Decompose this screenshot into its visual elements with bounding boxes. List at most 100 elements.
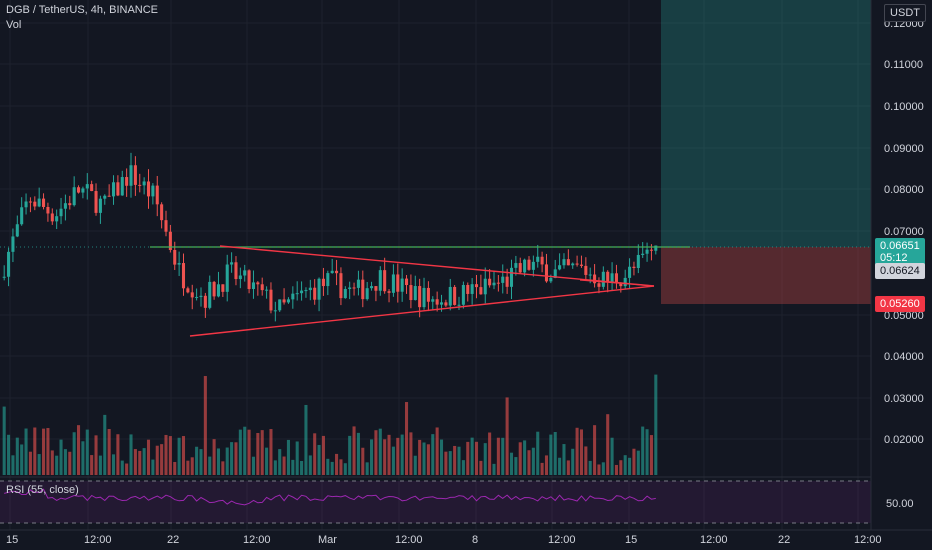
volume-bar [645,429,649,475]
candle-body [11,236,15,252]
candle-body [426,287,430,302]
volume-bar [566,460,570,475]
candle-body [492,282,496,286]
volume-bar [291,459,295,475]
candle-body [474,284,479,288]
candle-body [496,282,500,284]
symbol-legend[interactable]: DGB / TetherUS, 4h, BINANCE [6,4,159,16]
candle-body [505,276,509,287]
candle-body [509,267,514,287]
current-price-badge: 0.06651 05:12 [875,238,925,266]
candle-body [308,287,312,291]
candle-body [59,208,63,217]
candle-body [601,271,605,287]
volume-bar [588,460,592,475]
volume-bar [553,431,557,475]
candle-body [435,299,439,305]
candle-body [133,165,137,185]
candle-body [553,269,557,278]
triangle-upper-line[interactable] [219,245,655,287]
volume-bar [439,439,444,475]
candle-body [195,296,199,298]
volume-bar [94,435,98,475]
volume-bar [496,437,500,475]
candle-body [606,271,610,282]
volume-bar [177,437,181,475]
candle-body [72,187,76,206]
volume-bar [431,434,435,475]
volume-bar [470,437,474,475]
candle-body [645,249,649,254]
candle-body [479,287,483,295]
price-tick-label: 0.10000 [884,101,924,113]
candle-body [352,287,356,289]
volume-bar [308,455,312,475]
candle-body [405,278,409,286]
volume-bar [129,434,133,475]
currency-button[interactable]: USDT [884,4,926,22]
volume-bar [168,436,172,475]
candle-body [190,292,194,298]
volume-bar [628,457,632,475]
volume-bar [335,453,339,475]
volume-bar [457,446,461,475]
volume-bar [15,437,19,475]
candle-body [343,289,347,299]
volume-bar [216,448,221,475]
candle-body [593,274,597,284]
volume-bar [505,397,509,475]
volume-bars [2,374,658,475]
volume-bar [265,447,269,475]
volume-bar [641,426,645,475]
candle-body [579,264,583,266]
candle-body [256,282,260,285]
triangle-apex-line[interactable] [579,279,655,287]
triangle-lower-line[interactable] [189,285,655,337]
volume-bar [295,441,299,475]
volume-bar [536,431,540,475]
countdown-timer: 05:12 [880,252,908,264]
candle-body [2,276,6,278]
volume-bar [98,455,102,475]
grid [0,0,871,530]
price-axis[interactable]: 0.120000.110000.100000.090000.080000.070… [884,18,924,446]
candle-body [313,287,317,300]
candle-body [483,278,487,295]
candle-body [20,207,24,225]
candle-body [453,286,457,305]
candle-body [514,263,518,268]
volume-bar [243,426,247,475]
volume-bar [531,447,535,475]
volume-bar [55,455,59,475]
time-axis[interactable]: 15 12:00 22 12:00 Mar 12:00 8 12:00 15 12:00 22 12:… [6,534,882,546]
candle-body [63,203,67,209]
candle-body [584,265,588,275]
candle-body [339,273,343,299]
volume-bar [256,432,260,475]
volume-bar [374,430,378,475]
candle-body [549,277,553,282]
volume-bar [391,446,395,475]
candle-body [356,279,360,288]
volume-bar [579,429,583,475]
candle-body [181,263,186,289]
rsi-legend[interactable]: RSI (55, close) [6,484,79,496]
volume-bar [151,459,155,475]
volume-bar [20,444,24,475]
volume-bar [46,428,50,475]
candle-body [42,198,46,207]
volume-bar [42,428,46,475]
candle-body [619,282,623,287]
volume-bar [221,461,225,475]
volume-bar [461,460,465,475]
candle-body [81,188,85,193]
candle-body [431,299,435,302]
volume-bar [125,463,129,475]
candle-body [544,264,549,282]
time-tick-label: 22 [778,534,790,546]
candle-body [142,181,146,186]
candle-body [24,201,28,208]
volume-bar [597,464,601,475]
volume-bar [199,449,203,475]
